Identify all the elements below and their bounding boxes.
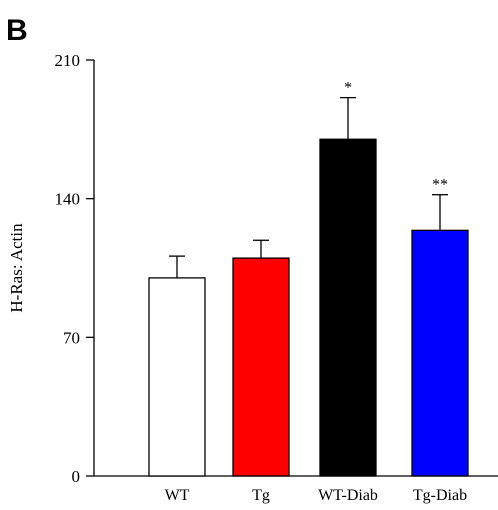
panel-label: B xyxy=(6,14,28,47)
y-tick-label: 70 xyxy=(63,328,80,347)
bar-wt-diab xyxy=(320,139,376,476)
significance-marker: * xyxy=(344,80,352,97)
y-axis-ticks: 0 70 140 210 xyxy=(55,51,95,486)
y-axis-title: H-Ras: Actin xyxy=(7,223,26,313)
bar-tg-diab xyxy=(412,230,468,476)
x-category-label: WT xyxy=(165,487,190,504)
y-tick-label: 210 xyxy=(55,51,81,70)
y-tick-label: 0 xyxy=(72,467,81,486)
y-tick-label: 140 xyxy=(55,190,81,209)
x-category-label: WT-Diab xyxy=(318,487,378,504)
category-labels: WT Tg WT-Diab Tg-Diab xyxy=(165,487,468,504)
bar-tg xyxy=(233,258,289,476)
significance-marker: ** xyxy=(432,177,448,194)
x-category-label: Tg-Diab xyxy=(413,487,467,504)
bars: *** xyxy=(149,80,468,476)
bar-wt xyxy=(149,278,205,476)
x-category-label: Tg xyxy=(252,487,270,504)
